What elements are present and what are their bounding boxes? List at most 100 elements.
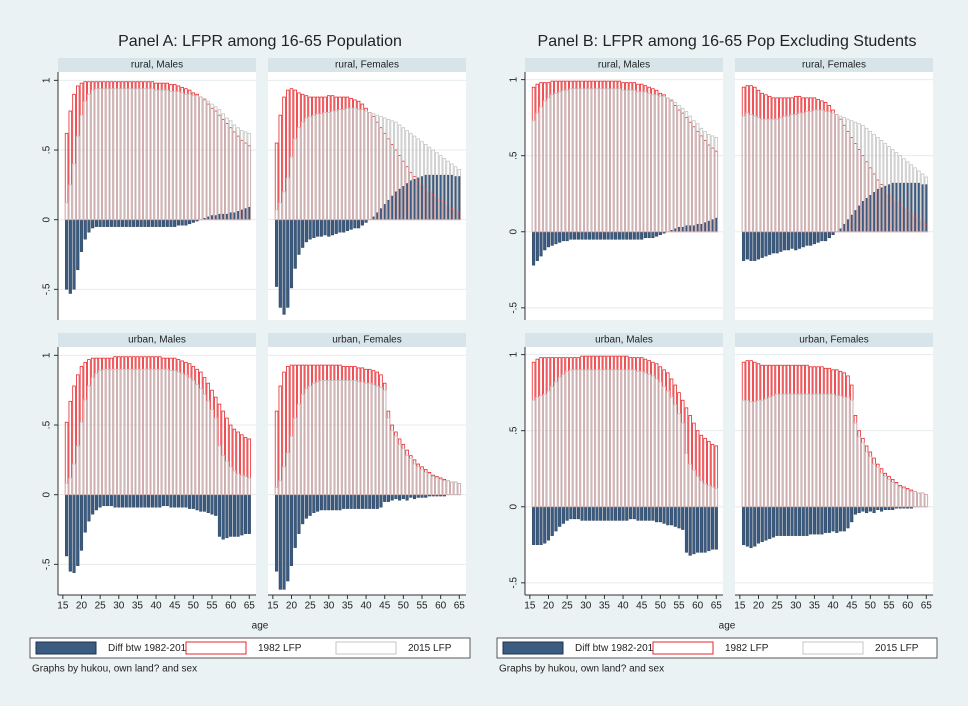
bar <box>319 380 324 496</box>
bar <box>423 144 428 221</box>
bar <box>658 381 663 508</box>
bar <box>782 115 787 233</box>
bar <box>161 89 166 221</box>
bar <box>442 157 447 221</box>
bar <box>353 107 357 221</box>
bar <box>76 219 80 271</box>
bar <box>909 182 913 232</box>
bar <box>820 231 824 242</box>
bar <box>301 219 305 248</box>
bar <box>753 231 757 261</box>
bar <box>409 132 413 221</box>
bar <box>842 506 846 532</box>
bar <box>775 393 779 508</box>
bar <box>427 174 432 220</box>
bar <box>794 393 798 508</box>
bar <box>824 506 828 533</box>
bar <box>812 231 816 245</box>
bar <box>289 219 294 289</box>
bar <box>301 494 305 525</box>
bar <box>76 135 80 221</box>
bar <box>531 120 536 233</box>
bar <box>109 88 114 221</box>
bar <box>405 130 409 221</box>
bar <box>768 231 772 255</box>
bar <box>102 368 106 496</box>
bar <box>711 506 715 550</box>
bar <box>753 401 757 508</box>
bar <box>169 91 173 221</box>
x-axis-title: age <box>252 621 269 632</box>
bar <box>87 385 91 496</box>
bar <box>684 506 688 553</box>
bar <box>606 88 610 233</box>
bar <box>905 489 910 508</box>
bar <box>756 506 761 544</box>
bar <box>876 506 880 510</box>
bar <box>617 369 622 508</box>
bar <box>610 369 614 508</box>
bar <box>680 422 685 508</box>
bar <box>244 494 248 534</box>
bar <box>139 219 143 227</box>
bar <box>323 380 327 496</box>
x-tick-label: 60 <box>225 601 237 612</box>
x-tick-label: 25 <box>305 601 317 612</box>
bar <box>632 506 636 520</box>
bar <box>684 225 688 232</box>
bar <box>398 494 402 501</box>
bar <box>217 494 221 537</box>
bar <box>539 395 543 508</box>
bar <box>714 137 719 233</box>
bar <box>550 231 554 246</box>
bar <box>176 494 180 508</box>
bar <box>749 231 753 261</box>
bar <box>794 231 798 251</box>
bar <box>240 494 244 536</box>
bar <box>210 103 214 221</box>
bar <box>707 506 711 552</box>
panel-header <box>525 333 723 347</box>
bar <box>364 494 368 509</box>
bar <box>300 393 305 496</box>
bar <box>124 88 128 221</box>
bar <box>327 494 331 511</box>
bar <box>147 219 151 227</box>
x-tick-label: 35 <box>809 601 821 612</box>
bar <box>573 231 577 240</box>
bar <box>842 396 846 508</box>
bar <box>797 393 802 508</box>
y-tick-label: -.5 <box>509 577 520 589</box>
bar <box>865 506 869 514</box>
bar <box>150 368 155 496</box>
bar <box>286 219 290 308</box>
bar <box>87 219 91 233</box>
bar <box>786 506 790 536</box>
bar <box>535 506 539 545</box>
bar <box>602 369 607 508</box>
bar <box>128 494 132 508</box>
bar <box>368 112 372 221</box>
bar <box>658 506 662 523</box>
bar <box>98 370 102 496</box>
legend-swatch <box>652 641 714 655</box>
bar <box>598 88 603 233</box>
bar <box>831 112 835 233</box>
bar <box>703 130 707 233</box>
bar <box>532 231 536 266</box>
panel-header <box>58 333 256 347</box>
bar <box>584 88 588 233</box>
bar <box>625 369 629 508</box>
bar <box>435 477 439 496</box>
bar <box>184 494 188 508</box>
bar <box>154 219 158 227</box>
bar <box>98 88 102 221</box>
bar <box>779 506 783 536</box>
bar <box>760 506 764 542</box>
bar <box>853 506 857 515</box>
bar <box>636 370 640 508</box>
bar <box>775 231 779 254</box>
bar <box>240 474 244 496</box>
bar <box>316 219 320 237</box>
bar <box>139 494 143 508</box>
